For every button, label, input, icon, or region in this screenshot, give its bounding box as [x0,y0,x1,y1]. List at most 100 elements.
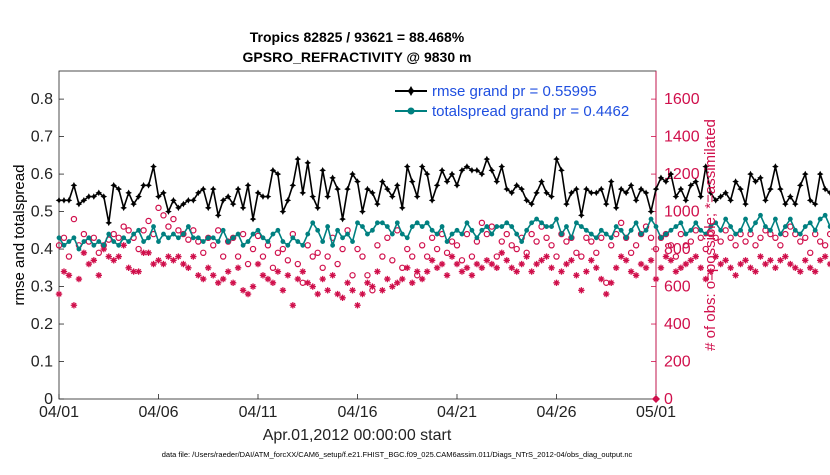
totalspread-marker [479,227,485,233]
rmse-marker [712,197,719,204]
totalspread-marker [524,227,530,233]
totalspread-marker [419,224,425,229]
possible-obs-marker [279,245,287,253]
totalspread-marker [280,239,286,244]
assimilated-obs-marker [702,275,709,283]
rmse-marker [438,167,446,174]
assimilated-obs-marker [195,272,202,279]
chart-title-line-2: GPSRO_REFRACTIVITY @ 9830 m [243,49,472,65]
totalspread-marker [534,216,539,222]
assimilated-obs-marker [75,275,83,283]
rmse-marker [135,193,142,200]
rmse-marker [637,185,645,193]
assimilated-obs-marker [473,260,481,268]
assimilated-obs-marker [632,272,640,279]
rmse-marker [811,200,819,208]
legend-label-totalspread: totalspread grand pr = 0.4462 [432,103,629,120]
rmse-marker [185,197,192,204]
assimilated-obs-marker [807,264,814,271]
totalspread-marker [389,231,395,237]
totalspread-marker [171,231,176,237]
totalspread-marker [688,227,694,233]
assimilated-obs-marker [304,279,311,286]
rmse-marker [642,189,650,197]
totalspread-marker [454,227,460,233]
possible-obs-marker [682,242,690,249]
rmse-marker [224,193,232,200]
rmse-marker [433,182,441,189]
possible-obs-marker [170,215,177,223]
end-zero-marker [652,395,660,403]
rmse-marker [473,167,481,174]
rmse-marker [622,189,630,197]
possible-obs-marker [558,230,565,238]
totalspread-marker [643,227,649,233]
rmse-marker [597,185,605,193]
rmse-marker [389,193,396,200]
totalspread-marker [310,220,316,226]
right-tick-label: 200 [664,354,691,371]
totalspread-marker [86,235,92,241]
rmse-marker [408,178,416,185]
possible-obs-marker [697,234,704,242]
rmse-marker [563,200,570,208]
assimilated-obs-marker [692,253,699,260]
assimilated-obs-marker [787,260,794,268]
totalspread-marker [215,239,221,244]
totalspread-marker [529,220,535,226]
totalspread-marker [509,224,515,229]
rmse-marker [458,167,466,174]
assimilated-obs-marker [508,264,515,271]
possible-obs-marker [254,232,262,240]
totalspread-marker [539,220,544,226]
right-tick-label: 600 [664,279,691,296]
x-axis-ticks: 04/01 04/06 04/11 04/16 04/21 04/26 05/01 [39,394,676,421]
rmse-marker [548,193,555,200]
assimilated-obs-marker [70,302,78,309]
assimilated-obs-marker [792,264,799,271]
possible-obs-marker [672,253,680,260]
rmse-marker [110,182,118,189]
rmse-marker [379,178,386,185]
totalspread-marker [787,216,793,222]
totalspread-marker [111,239,117,244]
assimilated-obs-marker [478,264,486,271]
assimilated-obs-marker [120,242,127,249]
rmse-marker [727,197,734,204]
rmse-marker [682,197,690,204]
possible-obs-marker [155,204,162,212]
possible-obs-marker [533,238,540,245]
rmse-marker [573,185,580,193]
possible-obs-marker [314,249,321,257]
possible-obs-marker [359,253,366,260]
rmse-marker [279,208,287,215]
possible-obs-marker [145,217,152,225]
possible-obs-marker [528,230,535,238]
data-file-footer: data file: /Users/raeder/DAI/ATM_forcXX/… [162,450,633,459]
assimilated-obs-marker [588,257,595,264]
rmse-marker [214,212,222,219]
left-tick-label: 0 [44,391,53,408]
totalspread-marker [623,235,629,241]
assimilated-obs-marker [90,257,98,264]
totalspread-marker [56,235,62,241]
assimilated-obs-marker [752,268,759,275]
totalspread-marker [66,239,72,244]
assimilated-obs-marker [573,272,580,279]
right-tick-label: 1000 [664,204,700,221]
rmse-marker [100,193,108,200]
rmse-marker [801,170,809,178]
totalspread-marker [708,224,714,229]
assimilated-obs-marker [448,253,456,260]
totalspread-marker [559,231,564,237]
totalspread-marker [608,235,614,241]
rmse-marker [269,167,277,174]
totalspread-marker [399,231,405,237]
assimilated-obs-marker [672,268,680,275]
possible-obs-marker [826,230,830,238]
totalspread-marker [753,220,758,226]
rmse-marker [722,189,729,197]
possible-obs-marker [200,249,207,257]
possible-obs-marker [757,234,764,242]
totalspread-marker [658,235,664,241]
